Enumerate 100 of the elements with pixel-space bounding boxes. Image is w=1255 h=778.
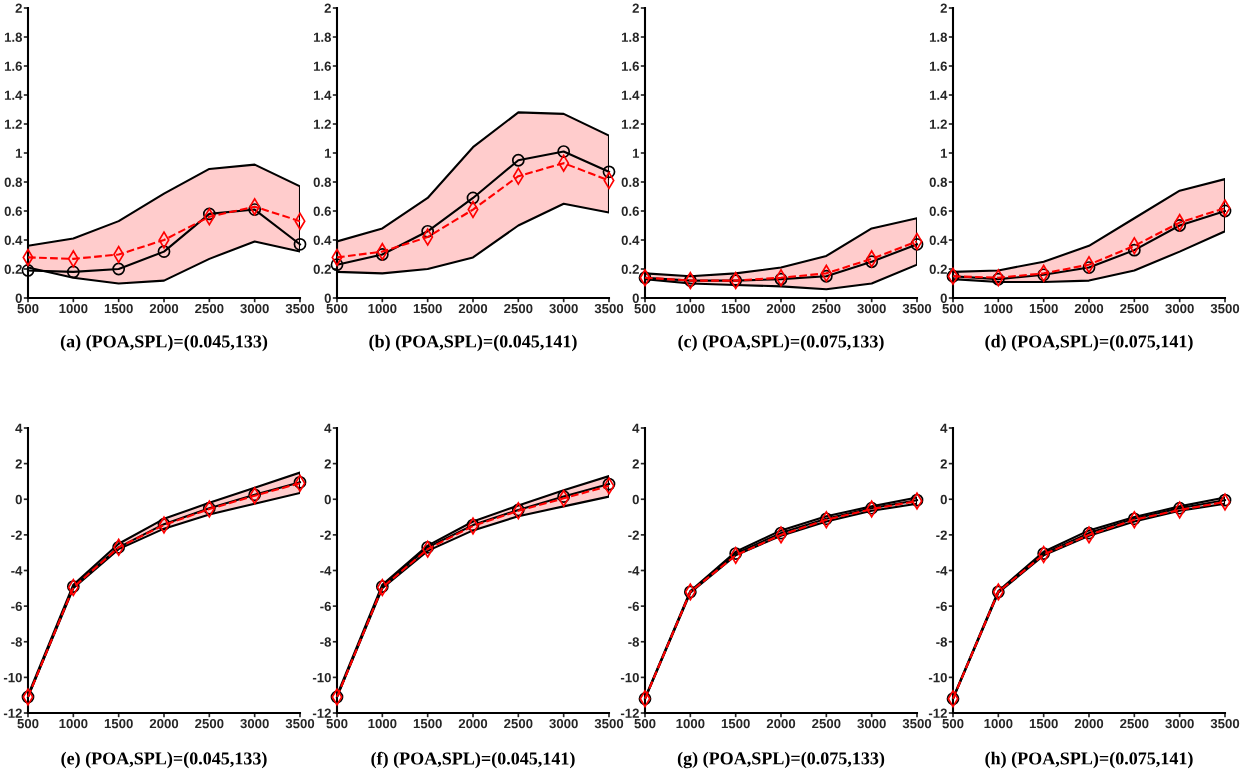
y-tick-label: -6 xyxy=(320,601,331,612)
x-tick-label: 2500 xyxy=(812,303,841,314)
x-tick-label: 2000 xyxy=(458,303,488,314)
y-tick-label: -10 xyxy=(312,672,331,683)
y-tick-label: -10 xyxy=(928,672,947,683)
y-tick-label: 0.8 xyxy=(621,177,640,187)
x-tick-label: 500 xyxy=(17,303,39,314)
x-tick-label: 3000 xyxy=(1165,303,1194,314)
y-tick-label: 2 xyxy=(632,3,639,13)
x-tick-label: 3500 xyxy=(902,718,932,729)
x-tick-label: 1500 xyxy=(104,718,133,729)
x-tick-label: 1500 xyxy=(104,303,133,314)
y-tick-label: -8 xyxy=(628,637,640,647)
x-tick-label: 1000 xyxy=(59,718,88,729)
x-tick-label: 1500 xyxy=(413,718,442,729)
x-tick-label: 2500 xyxy=(812,718,841,729)
x-tick-label: 2000 xyxy=(149,718,179,729)
y-tick-label: -2 xyxy=(628,530,639,540)
y-tick-label: -4 xyxy=(628,566,640,576)
y-tick-label: 1 xyxy=(632,148,640,158)
x-tick-label: 1000 xyxy=(368,303,397,314)
y-tick-label: -2 xyxy=(320,530,331,540)
x-tick-label: 2000 xyxy=(766,303,796,314)
x-tick-label: 500 xyxy=(942,303,964,314)
x-tick-label: 2000 xyxy=(1074,718,1104,729)
y-tick-label: 1.2 xyxy=(313,119,331,129)
y-tick-label: 0.8 xyxy=(929,177,948,187)
text: (h) (POA,SPL)=(0.075,141) xyxy=(985,751,1193,769)
x-tick-label: 2500 xyxy=(195,303,224,314)
y-tick-label: -4 xyxy=(936,566,948,576)
y-tick-label: -2 xyxy=(11,530,22,540)
y-tick-label: -8 xyxy=(936,637,948,647)
x-tick-label: 1500 xyxy=(413,303,442,314)
y-tick-label: 1.2 xyxy=(4,119,22,129)
x-tick-label: 1500 xyxy=(721,303,750,314)
y-tick-label: 1 xyxy=(15,148,23,158)
text: (b) (POA,SPL)=(0.045,141) xyxy=(369,334,577,352)
y-tick-label: 0 xyxy=(15,293,22,303)
y-tick-label: 4 xyxy=(940,423,948,433)
y-tick-label: 0.6 xyxy=(4,206,22,216)
x-tick-label: 3500 xyxy=(1210,718,1240,729)
y-tick-label: 0 xyxy=(940,293,947,303)
text: (c) (POA,SPL)=(0.075,133) xyxy=(678,334,884,352)
x-tick-label: 2500 xyxy=(195,718,224,729)
y-tick-label: 0.2 xyxy=(929,264,947,274)
x-tick-label: 1000 xyxy=(676,718,705,729)
x-tick-label: 3500 xyxy=(285,718,315,729)
y-tick-label: 0.8 xyxy=(313,177,332,187)
x-tick-label: 2500 xyxy=(1120,718,1149,729)
y-tick-label: 0 xyxy=(632,494,639,505)
y-tick-label: 2 xyxy=(324,3,331,13)
y-tick-label: 0.4 xyxy=(313,235,332,245)
y-tick-label: 0.2 xyxy=(313,264,331,274)
x-tick-label: 1500 xyxy=(1029,303,1058,314)
y-tick-label: 1.6 xyxy=(4,61,22,71)
y-tick-label: 1.4 xyxy=(621,90,640,100)
y-tick-label: 1.4 xyxy=(313,90,332,100)
text: (g) (POA,SPL)=(0.075,133) xyxy=(677,751,885,769)
x-tick-label: 500 xyxy=(634,718,656,729)
y-tick-label: 1.6 xyxy=(313,61,331,71)
y-tick-label: -4 xyxy=(320,566,332,576)
y-tick-label: 2 xyxy=(15,459,22,469)
y-tick-label: -10 xyxy=(620,672,639,683)
y-tick-label: -2 xyxy=(936,530,947,540)
text: (a) (POA,SPL)=(0.045,133) xyxy=(60,334,268,352)
y-tick-label: 4 xyxy=(15,423,23,433)
x-tick-label: 500 xyxy=(17,718,39,729)
x-tick-label: 3000 xyxy=(240,303,269,314)
y-tick-label: 2 xyxy=(632,459,639,469)
y-tick-label: 0.4 xyxy=(621,235,640,245)
text: (d) (POA,SPL)=(0.075,141) xyxy=(985,334,1193,352)
x-tick-label: 2500 xyxy=(504,718,533,729)
x-tick-label: 1000 xyxy=(984,718,1013,729)
x-tick-label: 500 xyxy=(326,718,348,729)
y-tick-label: 0.2 xyxy=(621,264,639,274)
y-tick-label: 1.6 xyxy=(929,61,947,71)
x-tick-label: 3500 xyxy=(594,718,624,729)
x-tick-label: 500 xyxy=(942,718,964,729)
y-tick-label: 0.6 xyxy=(929,206,947,216)
x-tick-label: 500 xyxy=(634,303,656,314)
y-tick-label: 1.4 xyxy=(929,90,948,100)
x-tick-label: 3500 xyxy=(902,303,932,314)
x-tick-label: 3500 xyxy=(285,303,315,314)
x-tick-label: 2500 xyxy=(1120,303,1149,314)
x-tick-label: 2000 xyxy=(766,718,796,729)
y-tick-label: 1.8 xyxy=(621,32,640,42)
y-tick-label: 0.4 xyxy=(929,235,948,245)
x-tick-label: 2000 xyxy=(458,718,488,729)
y-tick-label: -6 xyxy=(628,601,639,612)
x-tick-label: 1500 xyxy=(721,718,750,729)
y-tick-label: 0 xyxy=(15,494,22,505)
y-tick-label: -12 xyxy=(3,708,22,718)
x-tick-label: 1000 xyxy=(676,303,705,314)
y-tick-label: 1.8 xyxy=(929,32,948,42)
y-tick-label: -10 xyxy=(3,672,22,683)
y-tick-label: -8 xyxy=(320,637,332,647)
y-tick-label: 1.2 xyxy=(621,119,639,129)
y-tick-label: 0 xyxy=(940,494,947,505)
x-tick-label: 2000 xyxy=(1074,303,1104,314)
x-tick-label: 3000 xyxy=(857,718,886,729)
